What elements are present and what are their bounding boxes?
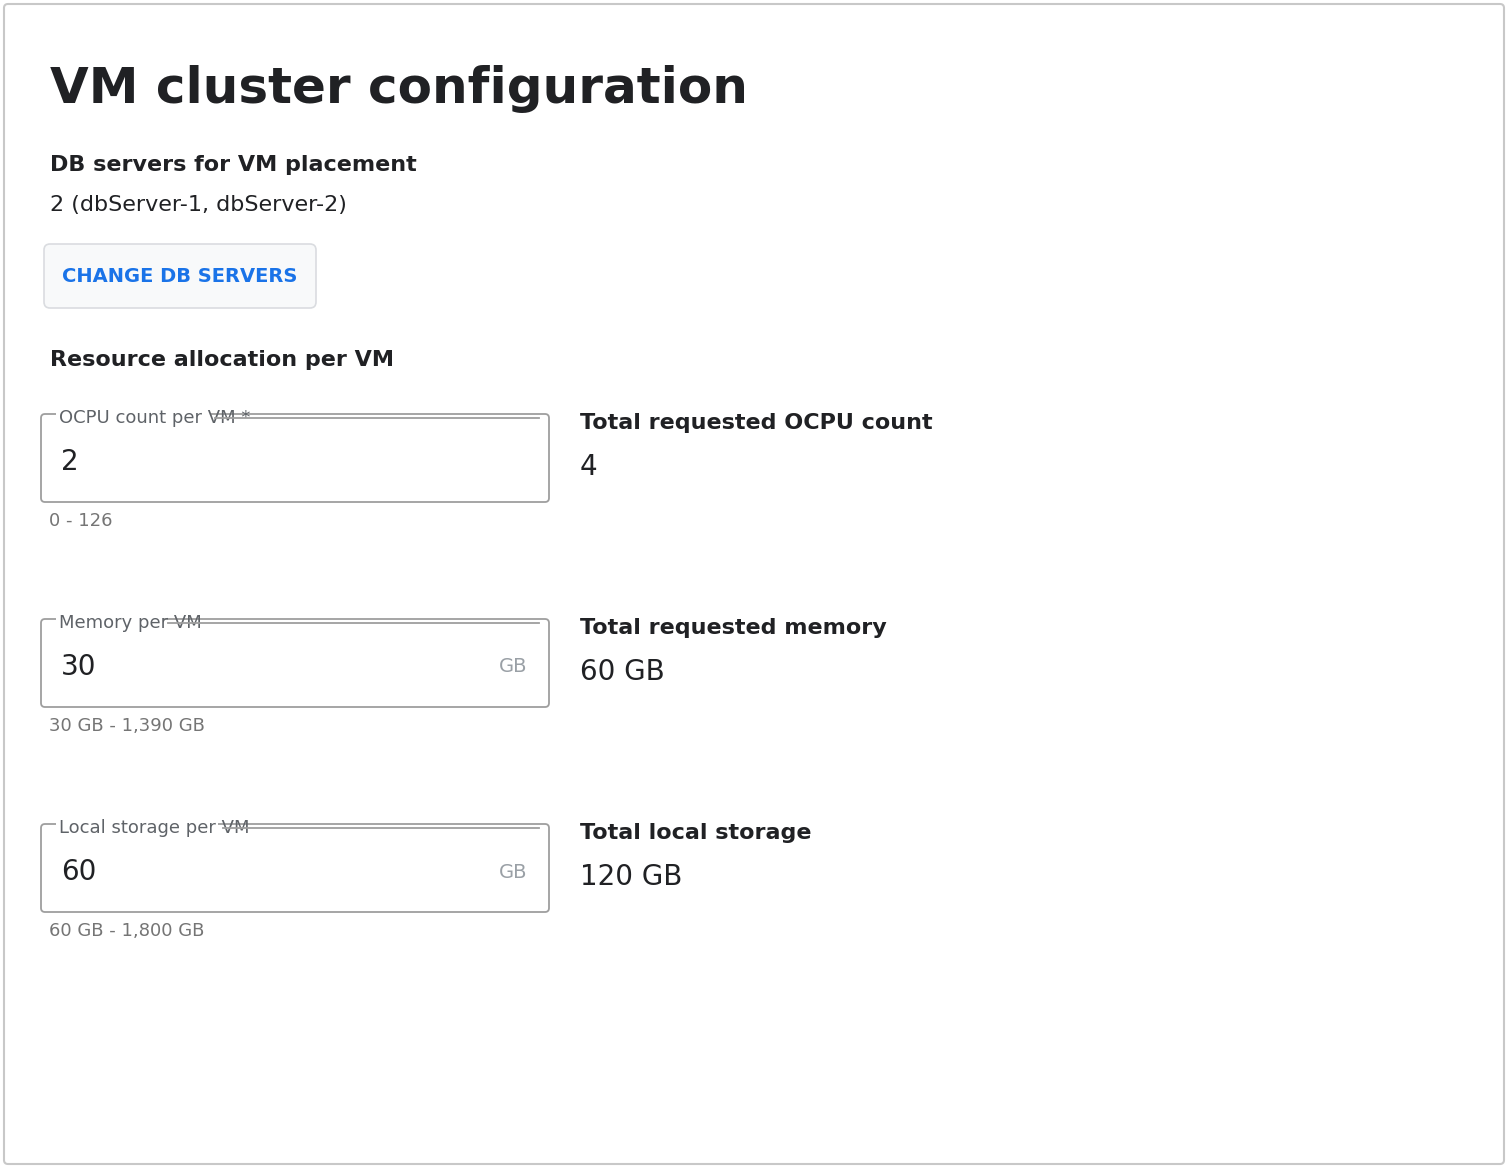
Text: 60 GB - 1,800 GB: 60 GB - 1,800 GB <box>48 922 205 940</box>
Text: 2: 2 <box>60 449 78 477</box>
Text: Resource allocation per VM: Resource allocation per VM <box>50 350 394 370</box>
Bar <box>56 408 210 427</box>
Text: 30 GB - 1,390 GB: 30 GB - 1,390 GB <box>48 717 205 735</box>
Text: 60: 60 <box>60 858 97 887</box>
Text: 30: 30 <box>60 653 97 681</box>
Bar <box>56 818 219 837</box>
Text: VM cluster configuration: VM cluster configuration <box>50 65 748 113</box>
FancyBboxPatch shape <box>41 823 549 912</box>
Text: 60 GB: 60 GB <box>581 658 665 686</box>
Text: 0 - 126: 0 - 126 <box>48 512 113 530</box>
Text: 120 GB: 120 GB <box>581 863 683 891</box>
Text: 4: 4 <box>581 453 597 481</box>
Text: Local storage per VM: Local storage per VM <box>59 819 249 837</box>
Text: 2 (dbServer-1, dbServer-2): 2 (dbServer-1, dbServer-2) <box>50 195 347 215</box>
Text: Total requested OCPU count: Total requested OCPU count <box>581 413 932 433</box>
Text: Memory per VM: Memory per VM <box>59 614 202 632</box>
Text: DB servers for VM placement: DB servers for VM placement <box>50 155 416 175</box>
FancyBboxPatch shape <box>41 619 549 707</box>
Text: CHANGE DB SERVERS: CHANGE DB SERVERS <box>62 266 297 285</box>
Text: OCPU count per VM *: OCPU count per VM * <box>59 409 250 427</box>
Text: Total local storage: Total local storage <box>581 823 811 843</box>
FancyBboxPatch shape <box>44 244 317 308</box>
FancyBboxPatch shape <box>5 4 1503 1164</box>
FancyBboxPatch shape <box>41 413 549 502</box>
Text: Total requested memory: Total requested memory <box>581 618 887 638</box>
Text: GB: GB <box>499 658 526 676</box>
Text: GB: GB <box>499 862 526 882</box>
Bar <box>56 613 163 633</box>
